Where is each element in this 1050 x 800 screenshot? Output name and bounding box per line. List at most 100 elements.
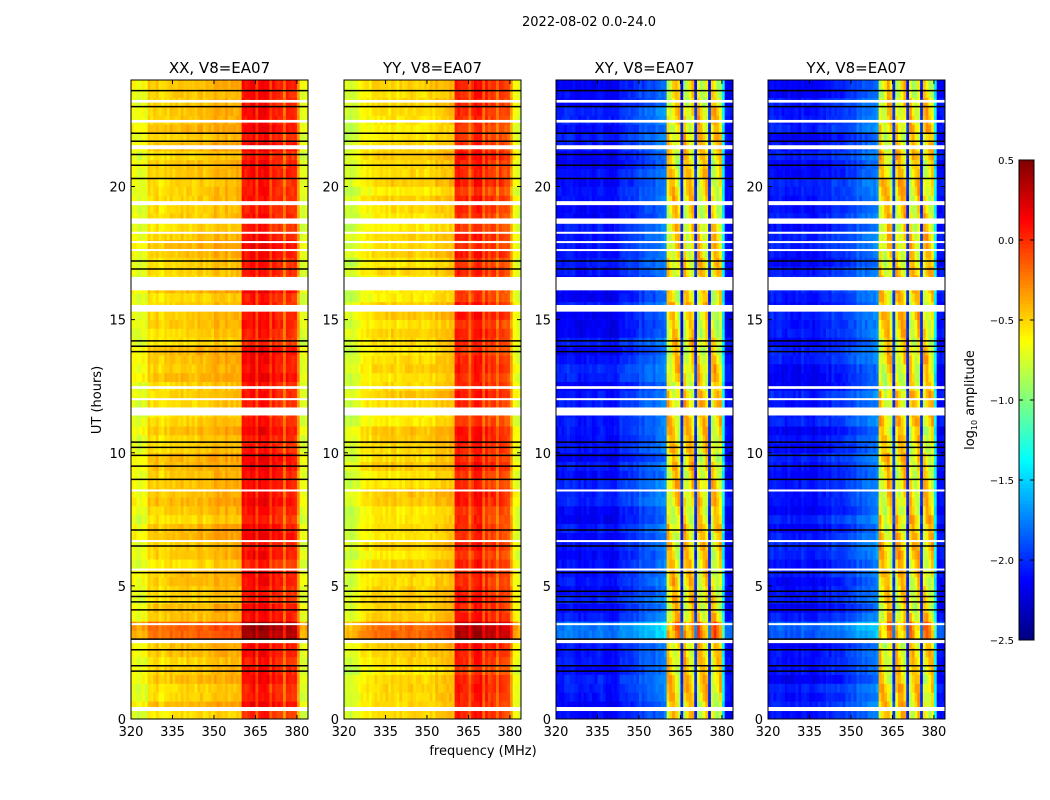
heatmap-cell xyxy=(233,337,236,346)
heatmap-cell xyxy=(148,684,151,693)
heatmap-cell xyxy=(280,107,283,116)
heatmap-cell xyxy=(228,684,231,693)
heatmap-cell xyxy=(291,204,294,213)
heatmap-cell xyxy=(200,453,203,462)
heatmap-cell xyxy=(222,710,225,719)
heatmap-cell xyxy=(148,613,151,622)
heatmap-cell xyxy=(189,657,192,666)
heatmap-cell xyxy=(161,506,164,515)
heatmap-cell xyxy=(225,515,228,524)
x-axis-label: frequency (MHz) xyxy=(429,744,536,759)
heatmap-cell xyxy=(142,266,145,275)
heatmap-cell xyxy=(203,479,206,488)
heatmap-cell xyxy=(242,675,245,684)
heatmap-cell xyxy=(350,124,353,133)
heatmap-cell xyxy=(264,400,267,409)
heatmap-cell xyxy=(148,329,151,338)
heatmap-cell xyxy=(300,630,303,639)
heatmap-cell xyxy=(178,311,181,320)
heatmap-cell xyxy=(297,337,300,346)
heatmap-cell xyxy=(139,479,142,488)
heatmap-cell xyxy=(231,453,234,462)
heatmap-cell xyxy=(272,684,275,693)
heatmap-cell xyxy=(253,621,256,630)
heatmap-cell xyxy=(280,355,283,364)
heatmap-cell xyxy=(167,692,170,701)
heatmap-cell xyxy=(139,373,142,382)
heatmap-cell xyxy=(208,320,211,329)
heatmap-cell xyxy=(255,621,258,630)
heatmap-cell xyxy=(228,426,231,435)
heatmap-cell xyxy=(208,621,211,630)
heatmap-cell xyxy=(217,417,220,426)
heatmap-cell xyxy=(211,621,214,630)
heatmap-cell xyxy=(225,710,228,719)
heatmap-cell xyxy=(283,107,286,116)
heatmap-cell xyxy=(159,613,162,622)
heatmap-cell xyxy=(291,471,294,480)
heatmap-cell xyxy=(206,400,209,409)
heatmap-cell xyxy=(142,479,145,488)
heatmap-cell xyxy=(139,630,142,639)
heatmap-cell xyxy=(294,426,297,435)
heatmap-cell xyxy=(272,471,275,480)
heatmap-cell xyxy=(195,621,198,630)
heatmap-cell xyxy=(352,559,355,568)
heatmap-cell xyxy=(159,684,162,693)
heatmap-cell xyxy=(267,444,270,453)
heatmap-cell xyxy=(148,355,151,364)
heatmap-cell xyxy=(255,692,258,701)
flagged-interval xyxy=(131,407,308,415)
heatmap-cell xyxy=(217,80,220,89)
heatmap-cell xyxy=(192,124,195,133)
heatmap-cell xyxy=(297,559,300,568)
flagged-interval xyxy=(131,305,308,312)
heatmap-cell xyxy=(222,630,225,639)
heatmap-cell xyxy=(142,400,145,409)
heatmap-cell xyxy=(139,80,142,89)
heatmap-cell xyxy=(184,604,187,613)
heatmap-cell xyxy=(181,515,184,524)
heatmap-cell xyxy=(302,506,305,515)
heatmap-cell xyxy=(134,479,137,488)
heatmap-cell xyxy=(164,604,167,613)
heatmap-cell xyxy=(297,506,300,515)
heatmap-cell xyxy=(239,311,242,320)
heatmap-cell xyxy=(156,400,159,409)
heatmap-cell xyxy=(269,506,272,515)
heatmap-cell xyxy=(156,515,159,524)
heatmap-cell xyxy=(350,373,353,382)
heatmap-cell xyxy=(192,311,195,320)
heatmap-cell xyxy=(214,692,217,701)
heatmap-cell xyxy=(208,373,211,382)
heatmap-cell xyxy=(269,364,272,373)
heatmap-cell xyxy=(184,613,187,622)
heatmap-cell xyxy=(150,559,153,568)
heatmap-cell xyxy=(156,621,159,630)
heatmap-cell xyxy=(231,657,234,666)
heatmap-cell xyxy=(172,187,175,196)
heatmap-cell xyxy=(239,151,242,160)
heatmap-cell xyxy=(145,204,148,213)
heatmap-cell xyxy=(134,329,137,338)
heatmap-cell xyxy=(272,613,275,622)
heatmap-cell xyxy=(134,577,137,586)
heatmap-cell xyxy=(178,604,181,613)
heatmap-cell xyxy=(208,107,211,116)
heatmap-cell xyxy=(170,311,173,320)
heatmap-cell xyxy=(267,613,270,622)
heatmap-cell xyxy=(247,293,250,302)
heatmap-cell xyxy=(264,258,267,267)
heatmap-cell xyxy=(236,692,239,701)
heatmap-cell xyxy=(225,258,228,267)
heatmap-cell xyxy=(239,355,242,364)
heatmap-cell xyxy=(142,630,145,639)
heatmap-cell xyxy=(286,675,289,684)
heatmap-cell xyxy=(134,337,137,346)
heatmap-cell xyxy=(278,426,281,435)
heatmap-cell xyxy=(258,604,261,613)
heatmap-cell xyxy=(297,400,300,409)
heatmap-cell xyxy=(300,613,303,622)
heatmap-cell xyxy=(300,471,303,480)
heatmap-cell xyxy=(217,373,220,382)
